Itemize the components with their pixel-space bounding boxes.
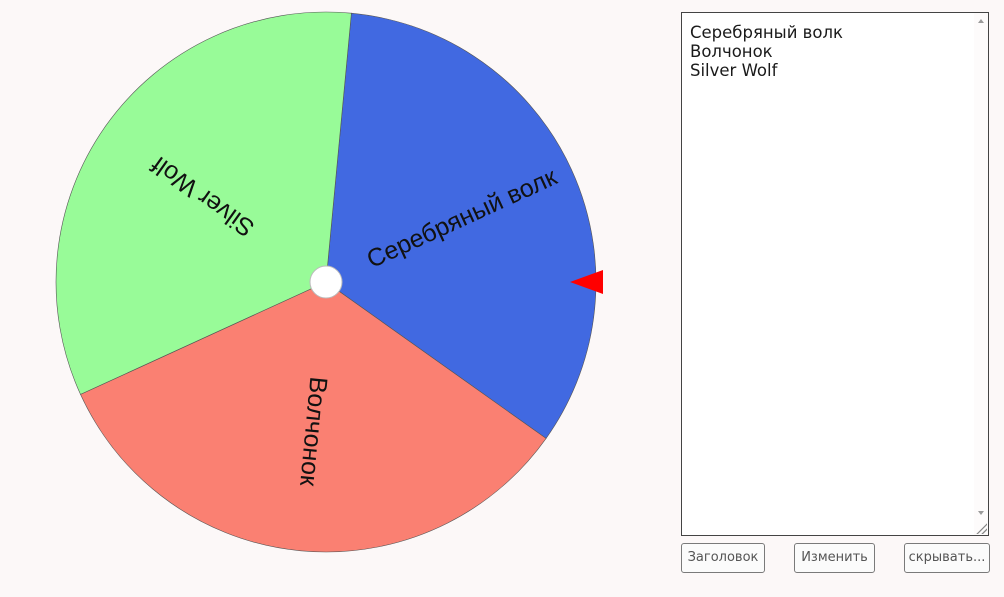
wheel-pointer-icon — [570, 270, 603, 294]
vertical-scrollbar[interactable] — [974, 13, 988, 535]
scroll-up-icon[interactable] — [978, 19, 984, 23]
wheel-hub[interactable] — [309, 265, 343, 299]
resize-grip-icon[interactable] — [975, 522, 987, 534]
entry-line: Волчонок — [690, 42, 773, 61]
entry-line: Silver Wolf — [690, 61, 778, 80]
wheel-segment[interactable] — [80, 281, 547, 553]
scroll-down-icon[interactable] — [978, 511, 984, 515]
entry-line: Серебряный волк — [690, 23, 843, 42]
wheel-segment[interactable] — [55, 11, 352, 395]
wheel-segment[interactable] — [325, 12, 597, 439]
title-button[interactable]: Заголовок — [681, 543, 765, 573]
edit-button[interactable]: Изменить — [794, 543, 875, 573]
hide-button[interactable]: скрывать... — [904, 543, 990, 573]
entries-text[interactable]: Серебряный волк Волчонок Silver Wolf — [690, 23, 968, 80]
entries-textarea[interactable]: Серебряный волк Волчонок Silver Wolf — [681, 12, 989, 536]
